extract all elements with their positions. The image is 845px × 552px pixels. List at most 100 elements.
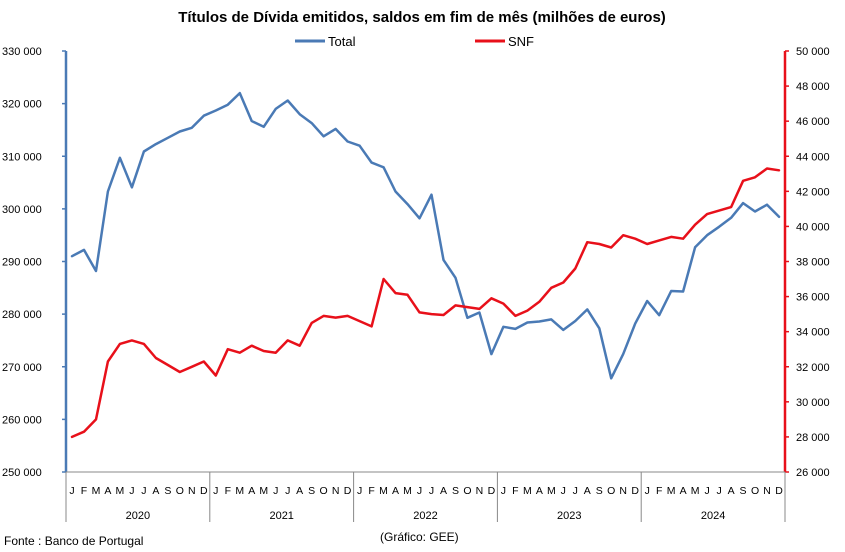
month-label: F [512, 485, 518, 497]
right-tick-label: 48 000 [796, 81, 830, 93]
month-label: M [379, 485, 388, 497]
month-label: A [680, 485, 687, 497]
month-label: F [368, 485, 374, 497]
month-label: J [69, 485, 74, 497]
month-label: J [501, 485, 506, 497]
year-label: 2022 [413, 510, 437, 522]
month-label: A [104, 485, 111, 497]
month-label: O [176, 485, 184, 497]
month-label: J [141, 485, 146, 497]
legend-label-total: Total [328, 34, 356, 49]
month-label: M [259, 485, 268, 497]
month-label: S [308, 485, 315, 497]
left-tick-label: 270 000 [2, 362, 42, 374]
left-tick-label: 330 000 [2, 46, 42, 58]
month-label: J [716, 485, 721, 497]
month-label: J [645, 485, 650, 497]
month-label: F [81, 485, 87, 497]
month-label: M [92, 485, 101, 497]
month-label: J [357, 485, 362, 497]
month-label: M [523, 485, 532, 497]
month-label: F [656, 485, 662, 497]
month-label: D [775, 485, 783, 497]
month-label: D [631, 485, 639, 497]
left-axis-ticks: 250 000 260 000 270 000 280 000 290 000 300 0… [2, 46, 66, 479]
month-label: F [225, 485, 231, 497]
month-label: J [273, 485, 278, 497]
right-axis-ticks: 26 000 28 000 30 000 32 000 34 000 36 000 38 0… [785, 46, 830, 479]
month-label: M [116, 485, 125, 497]
right-tick-label: 42 000 [796, 186, 830, 198]
left-tick-label: 290 000 [2, 257, 42, 269]
left-tick-label: 310 000 [2, 151, 42, 163]
month-label: J [285, 485, 290, 497]
left-tick-label: 320 000 [2, 99, 42, 111]
month-label: O [463, 485, 471, 497]
month-label: A [536, 485, 543, 497]
series-lines [70, 91, 781, 439]
month-label: M [235, 485, 244, 497]
month-label: M [547, 485, 556, 497]
month-label: M [691, 485, 700, 497]
credit-note: (Gráfico: GEE) [380, 530, 459, 544]
right-tick-label: 32 000 [796, 362, 830, 374]
month-label: A [296, 485, 303, 497]
right-tick-label: 36 000 [796, 292, 830, 304]
left-tick-label: 300 000 [2, 204, 42, 216]
right-tick-label: 40 000 [796, 221, 830, 233]
month-label: N [763, 485, 771, 497]
month-label: J [429, 485, 434, 497]
right-tick-label: 46 000 [796, 116, 830, 128]
month-label: N [188, 485, 196, 497]
month-label: N [332, 485, 340, 497]
month-label: O [320, 485, 328, 497]
year-label: 2021 [269, 510, 293, 522]
month-label: O [751, 485, 759, 497]
month-label: A [152, 485, 159, 497]
month-label: J [129, 485, 134, 497]
month-label: J [561, 485, 566, 497]
left-tick-label: 250 000 [2, 467, 42, 479]
right-tick-label: 50 000 [796, 46, 830, 58]
month-label: A [728, 485, 735, 497]
month-label: J [213, 485, 218, 497]
left-tick-label: 280 000 [2, 309, 42, 321]
legend: Total SNF [295, 34, 534, 49]
month-label: N [476, 485, 484, 497]
month-label: S [596, 485, 603, 497]
month-label: S [164, 485, 171, 497]
month-label: A [392, 485, 399, 497]
source-note: Fonte : Banco de Portugal [4, 534, 143, 548]
year-label: 2023 [557, 510, 581, 522]
series-line-total [70, 91, 781, 380]
right-tick-label: 28 000 [796, 432, 830, 444]
series-line-snf [70, 167, 781, 439]
right-tick-label: 44 000 [796, 151, 830, 163]
year-label: 2024 [701, 510, 725, 522]
month-label: M [667, 485, 676, 497]
right-tick-label: 38 000 [796, 257, 830, 269]
right-tick-label: 26 000 [796, 467, 830, 479]
month-label: A [440, 485, 447, 497]
month-label: A [248, 485, 255, 497]
legend-label-snf: SNF [508, 34, 534, 49]
chart-title: Títulos de Dívida emitidos, saldos em fi… [178, 9, 666, 26]
month-label: S [740, 485, 747, 497]
month-label: S [452, 485, 459, 497]
month-label: M [403, 485, 412, 497]
month-label: D [344, 485, 352, 497]
month-label: A [584, 485, 591, 497]
month-label: D [488, 485, 496, 497]
month-label: N [619, 485, 627, 497]
year-label: 2020 [126, 510, 150, 522]
month-label: J [704, 485, 709, 497]
month-label: O [607, 485, 615, 497]
axes [64, 51, 787, 473]
month-label: J [573, 485, 578, 497]
right-tick-label: 34 000 [796, 327, 830, 339]
month-label: D [200, 485, 208, 497]
right-tick-label: 30 000 [796, 397, 830, 409]
left-tick-label: 260 000 [2, 414, 42, 426]
